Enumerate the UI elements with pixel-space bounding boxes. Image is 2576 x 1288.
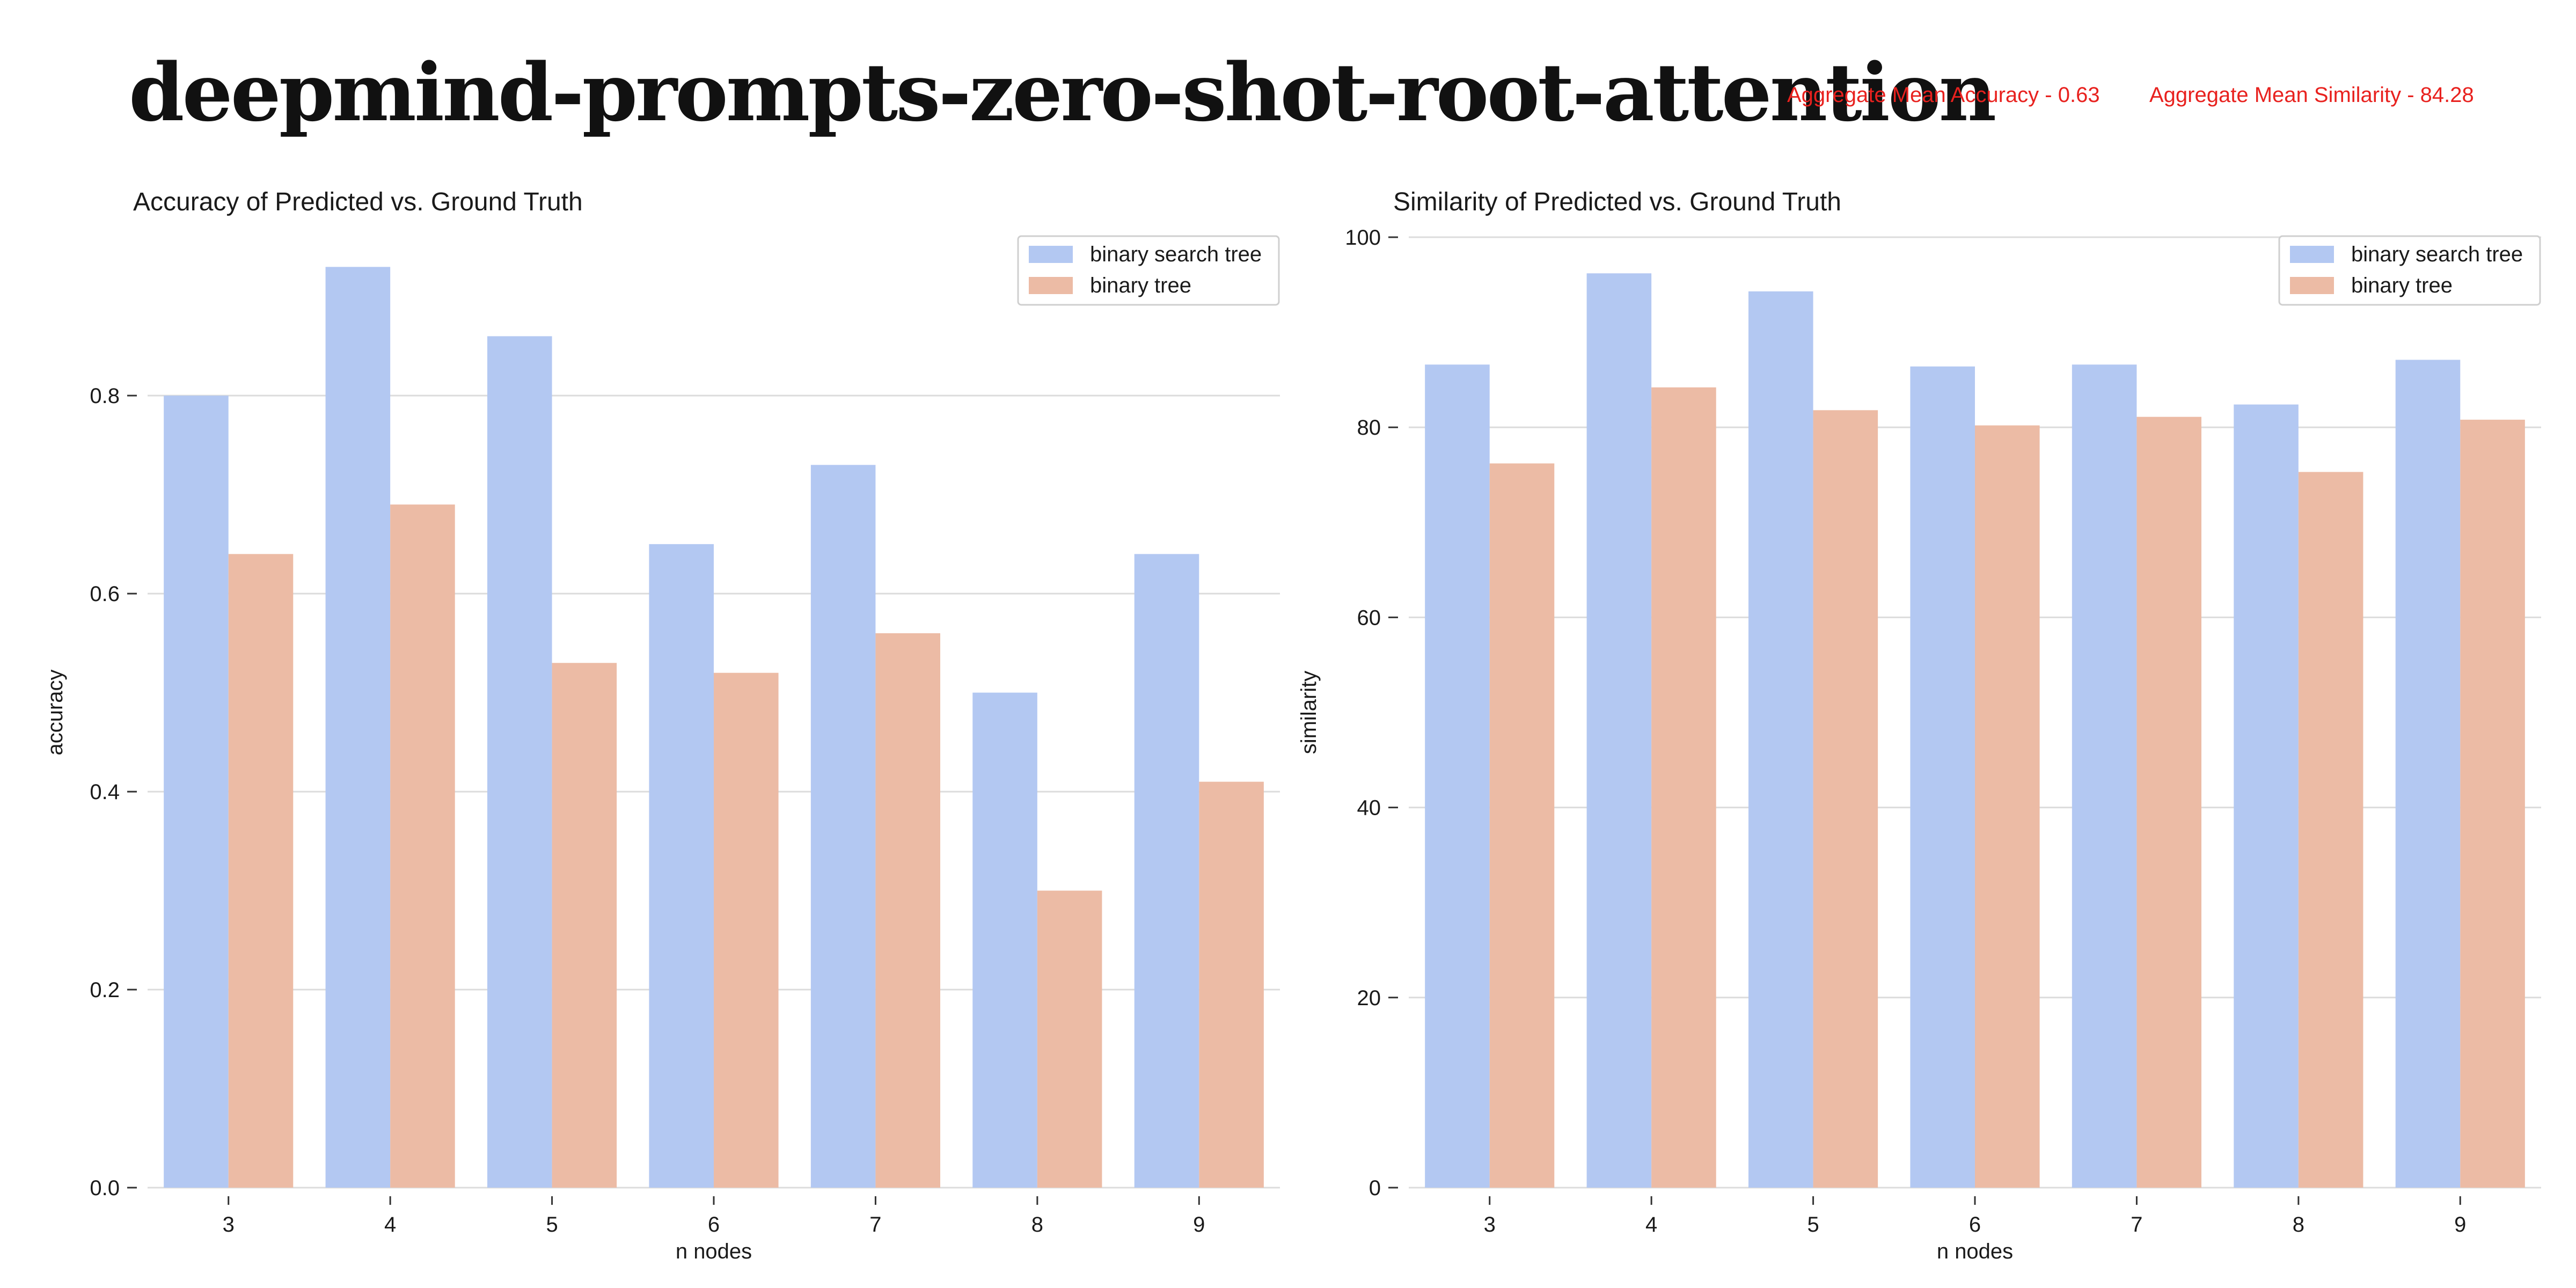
legend-label: binary search tree — [2351, 243, 2523, 266]
x-tick-label: 7 — [2131, 1213, 2142, 1236]
y-tick-label: 20 — [1357, 986, 1381, 1010]
y-tick-label: 60 — [1357, 606, 1381, 630]
chart-title: Accuracy of Predicted vs. Ground Truth — [133, 188, 583, 216]
y-axis-label: accuracy — [43, 669, 67, 755]
bar — [1813, 410, 1878, 1188]
y-axis-label: similarity — [1297, 671, 1321, 755]
bar — [714, 672, 779, 1188]
bar — [325, 267, 391, 1188]
x-tick-label: 4 — [1645, 1213, 1657, 1236]
y-tick-label: 0.2 — [90, 978, 120, 1002]
page-title: deepmind-prompts-zero-shot-root-attentio… — [129, 46, 1996, 139]
x-tick-label: 5 — [546, 1213, 558, 1236]
x-tick-label: 8 — [2293, 1213, 2304, 1236]
bar — [487, 336, 552, 1188]
legend-box — [2278, 235, 2541, 306]
bar — [875, 633, 940, 1188]
chart-title: Similarity of Predicted vs. Ground Truth — [1393, 188, 1841, 216]
legend-swatch — [2290, 277, 2334, 294]
bar — [228, 554, 294, 1188]
bar — [1748, 291, 1813, 1188]
y-tick-label: 0.0 — [90, 1176, 120, 1200]
legend-swatch — [1029, 246, 1073, 263]
x-axis-label: n nodes — [676, 1240, 752, 1263]
x-tick-label: 4 — [384, 1213, 396, 1236]
x-tick-label: 9 — [1193, 1213, 1205, 1236]
legend-swatch — [2290, 246, 2334, 263]
x-tick-label: 9 — [2454, 1213, 2466, 1236]
legend-box — [1017, 235, 1280, 306]
bar — [1975, 425, 2040, 1188]
bar — [972, 692, 1037, 1188]
y-tick-label: 0 — [1369, 1176, 1381, 1200]
legend-swatch — [1029, 277, 1073, 294]
x-tick-label: 8 — [1031, 1213, 1043, 1236]
legend: binary search tree binary tree — [2278, 235, 2541, 306]
x-axis-label: n nodes — [1937, 1240, 2013, 1263]
x-tick-label: 3 — [1484, 1213, 1496, 1236]
x-tick-label: 6 — [1969, 1213, 1981, 1236]
aggregate-accuracy-label: Aggregate Mean Accuracy - 0.63 — [1787, 83, 2100, 107]
x-tick-label: 6 — [708, 1213, 720, 1236]
bar — [1425, 364, 1490, 1188]
y-tick-label: 40 — [1357, 796, 1381, 820]
bar — [2460, 420, 2525, 1188]
legend: binary search tree binary tree — [1017, 235, 1280, 306]
y-tick-label: 100 — [1345, 226, 1381, 250]
bar — [1651, 387, 1716, 1188]
bar — [1134, 554, 1199, 1188]
y-tick-label: 0.4 — [90, 780, 120, 804]
bar — [1199, 781, 1264, 1188]
y-tick-label: 80 — [1357, 416, 1381, 440]
bar — [2072, 364, 2137, 1188]
bar — [390, 504, 455, 1188]
bar — [2234, 404, 2299, 1188]
y-tick-label: 0.8 — [90, 384, 120, 408]
bar — [552, 663, 617, 1188]
bar — [1586, 273, 1652, 1188]
bar — [1910, 366, 1975, 1188]
bar — [2298, 472, 2363, 1188]
x-tick-label: 5 — [1807, 1213, 1819, 1236]
y-tick-label: 0.6 — [90, 582, 120, 606]
bar — [649, 544, 714, 1188]
bar — [2395, 360, 2461, 1188]
legend-label: binary tree — [1090, 274, 1191, 297]
bar — [1037, 890, 1102, 1188]
bar — [164, 396, 229, 1188]
bar — [810, 465, 876, 1188]
legend-label: binary tree — [2351, 274, 2453, 297]
aggregate-similarity-label: Aggregate Mean Similarity - 84.28 — [2149, 83, 2474, 107]
x-tick-label: 7 — [869, 1213, 881, 1236]
bar — [1489, 463, 1555, 1188]
bar — [2136, 416, 2201, 1188]
x-tick-label: 3 — [223, 1213, 235, 1236]
legend-label: binary search tree — [1090, 243, 1262, 266]
